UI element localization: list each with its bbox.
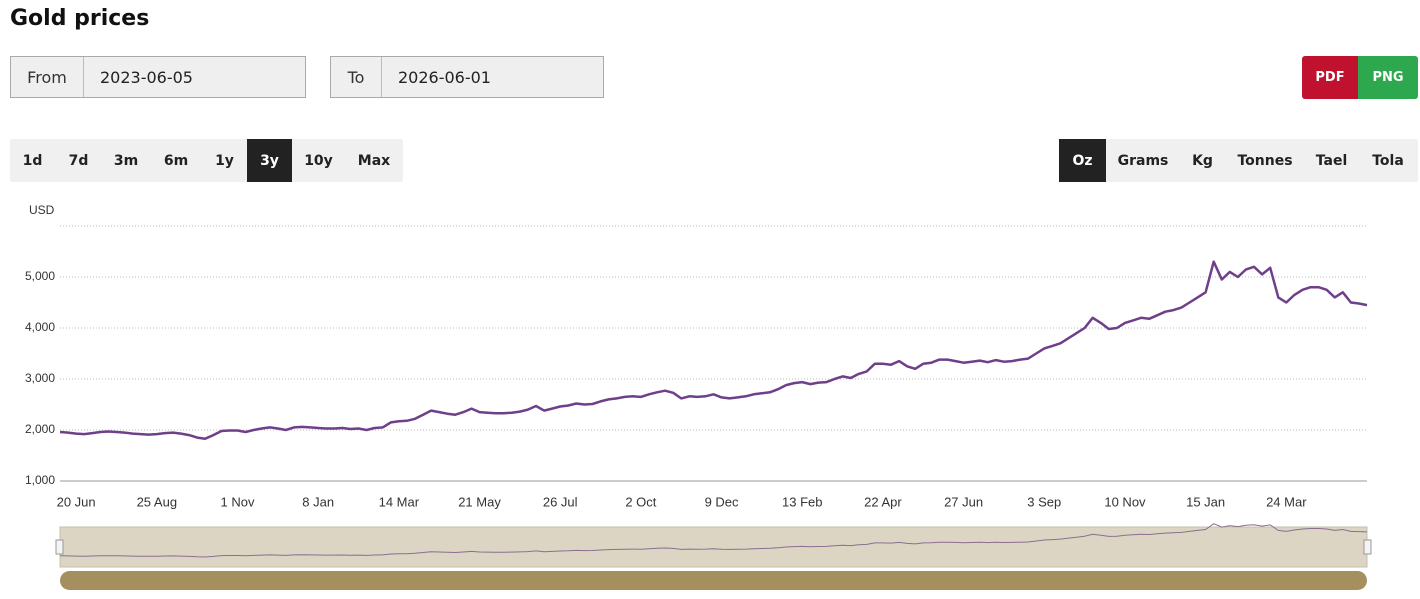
pdf-button[interactable]: PDF <box>1302 56 1358 99</box>
y-tick-label: 3,000 <box>25 371 55 385</box>
y-tick-label: 4,000 <box>25 320 55 334</box>
png-button[interactable]: PNG <box>1358 56 1418 99</box>
x-tick-label: 26 Jul <box>543 494 578 509</box>
page-title: Gold prices <box>10 6 150 31</box>
navigator-scrollbar[interactable] <box>60 571 1367 590</box>
unit-button[interactable]: Grams <box>1117 152 1169 169</box>
x-tick-label: 14 Mar <box>379 494 420 509</box>
unit-button[interactable]: Oz <box>1059 139 1106 182</box>
range-button[interactable]: Max <box>357 152 391 169</box>
range-button[interactable]: 7d <box>68 152 89 169</box>
range-button[interactable]: 1d <box>22 152 43 169</box>
price-line <box>59 260 1368 440</box>
x-tick-label: 9 Dec <box>705 494 739 509</box>
navigator[interactable] <box>59 526 1368 568</box>
x-tick-label: 2 Oct <box>625 494 656 509</box>
to-field[interactable]: To 2026-06-01 <box>330 56 604 98</box>
x-tick-label: 25 Aug <box>137 494 178 509</box>
range-button[interactable]: 1y <box>215 152 234 169</box>
y-tick-label: 1,000 <box>25 473 55 487</box>
x-tick-label: 3 Sep <box>1027 494 1061 509</box>
navigator-handle[interactable] <box>1363 539 1372 555</box>
x-tick-label: 20 Jun <box>57 494 96 509</box>
x-tick-label: 8 Jan <box>302 494 334 509</box>
unit-button[interactable]: Kg <box>1192 152 1213 169</box>
x-tick-label: 27 Jun <box>944 494 983 509</box>
range-button[interactable]: 6m <box>163 152 189 169</box>
range-selector: 1d 7d 3m 6m 1y 3y 10y Max <box>10 139 403 182</box>
range-button[interactable]: 3m <box>113 152 139 169</box>
x-tick-label: 22 Apr <box>864 494 902 509</box>
from-value[interactable]: 2023-06-05 <box>100 67 193 87</box>
to-label: To <box>331 57 382 97</box>
unit-button[interactable]: Tonnes <box>1237 152 1293 169</box>
from-label: From <box>11 57 84 97</box>
y-tick-label: 5,000 <box>25 269 55 283</box>
from-field[interactable]: From 2023-06-05 <box>10 56 306 98</box>
x-tick-label: 13 Feb <box>782 494 822 509</box>
x-tick-label: 24 Mar <box>1266 494 1307 509</box>
range-button[interactable]: 3y <box>247 139 292 182</box>
unit-button[interactable]: Tola <box>1372 152 1404 169</box>
y-tick-label: 2,000 <box>25 422 55 436</box>
to-value[interactable]: 2026-06-01 <box>398 67 491 87</box>
x-tick-label: 1 Nov <box>221 494 255 509</box>
unit-button[interactable]: Tael <box>1315 152 1348 169</box>
x-tick-label: 21 May <box>458 494 501 509</box>
range-button[interactable]: 10y <box>304 152 333 169</box>
x-tick-label: 15 Jan <box>1186 494 1225 509</box>
x-tick-label: 10 Nov <box>1104 494 1146 509</box>
navigator-handle[interactable] <box>55 539 64 555</box>
y-axis-label: USD <box>29 203 55 217</box>
unit-selector: Oz Grams Kg Tonnes Tael Tola <box>1059 139 1418 182</box>
navigator-line <box>59 523 1368 558</box>
